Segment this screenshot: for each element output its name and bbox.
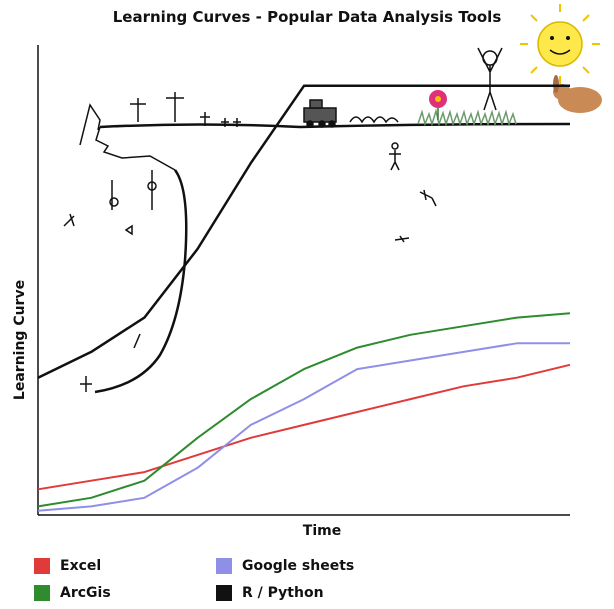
bunny-icon xyxy=(553,75,602,113)
series-line-r-python xyxy=(37,84,570,379)
legend-label-google-sheets: Google sheets xyxy=(242,558,355,574)
cartoon-illustration xyxy=(63,4,602,394)
series-layer xyxy=(37,84,571,512)
series-line-excel xyxy=(37,363,571,491)
legend-item-r-python: R / Python xyxy=(216,583,324,603)
grass-icon xyxy=(417,108,517,127)
legend-label-arcgis: ArcGis xyxy=(60,585,111,601)
legend-swatch-r-python xyxy=(216,585,232,601)
legend: Excel ArcGis Google sheets R / Python xyxy=(34,556,394,604)
cliff-hut-icon xyxy=(79,103,101,146)
legend-item-arcgis: ArcGis xyxy=(34,583,111,603)
cliff-face xyxy=(94,169,188,394)
sun-icon xyxy=(520,4,600,84)
series-line-arcgis xyxy=(37,312,571,508)
chart-title: Learning Curves - Popular Data Analysis … xyxy=(113,8,502,26)
rocks-icon xyxy=(349,116,399,124)
falling-people-icon xyxy=(63,142,437,392)
train-icon xyxy=(303,99,337,128)
cliff-rock xyxy=(95,126,176,171)
legend-item-google-sheets: Google sheets xyxy=(216,556,354,576)
y-axis-label: Learning Curve xyxy=(12,280,28,400)
legend-label-excel: Excel xyxy=(60,558,102,574)
legend-item-excel: Excel xyxy=(34,556,101,576)
x-axis-label: Time xyxy=(303,523,341,539)
legend-swatch-arcgis xyxy=(34,585,50,601)
happy-person-icon xyxy=(477,47,503,111)
legend-label-r-python: R / Python xyxy=(242,585,324,601)
legend-swatch-google-sheets xyxy=(216,558,232,574)
legend-swatch-excel xyxy=(34,558,50,574)
series-line-google-sheets xyxy=(37,342,570,512)
flower-icon xyxy=(429,90,447,120)
graves-icon xyxy=(130,92,241,127)
cliff-ground xyxy=(99,122,571,129)
